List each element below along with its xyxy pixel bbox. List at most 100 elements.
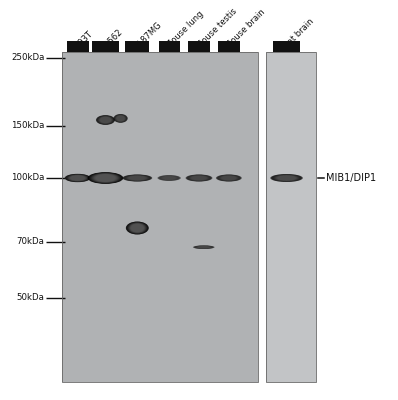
Ellipse shape — [113, 114, 128, 123]
Ellipse shape — [100, 117, 111, 123]
Bar — [273, 41, 300, 52]
Ellipse shape — [185, 174, 213, 182]
Ellipse shape — [98, 116, 113, 124]
Ellipse shape — [194, 246, 214, 249]
Ellipse shape — [158, 175, 180, 181]
Ellipse shape — [193, 246, 214, 249]
Ellipse shape — [125, 175, 149, 181]
Text: 100kDa: 100kDa — [11, 174, 45, 182]
Bar — [159, 41, 179, 52]
Ellipse shape — [95, 174, 116, 182]
Ellipse shape — [99, 116, 112, 124]
Ellipse shape — [126, 175, 148, 181]
Ellipse shape — [196, 246, 211, 248]
Ellipse shape — [129, 223, 146, 233]
Ellipse shape — [220, 176, 237, 180]
Ellipse shape — [114, 114, 127, 123]
Ellipse shape — [162, 176, 176, 180]
Ellipse shape — [127, 175, 148, 181]
Ellipse shape — [65, 174, 90, 182]
Bar — [62, 52, 258, 382]
Text: 293T: 293T — [73, 29, 94, 50]
Text: U-87MG: U-87MG — [133, 20, 163, 50]
Ellipse shape — [197, 246, 210, 248]
Ellipse shape — [129, 223, 145, 233]
Ellipse shape — [68, 175, 87, 181]
Ellipse shape — [273, 175, 300, 181]
Ellipse shape — [64, 174, 91, 182]
Ellipse shape — [66, 174, 89, 182]
Bar — [62, 52, 258, 382]
Ellipse shape — [160, 176, 178, 180]
Ellipse shape — [160, 176, 179, 180]
Ellipse shape — [69, 175, 86, 181]
Ellipse shape — [128, 176, 146, 180]
Ellipse shape — [130, 223, 145, 233]
Ellipse shape — [127, 222, 148, 234]
Ellipse shape — [93, 174, 118, 182]
Ellipse shape — [90, 173, 121, 183]
Ellipse shape — [277, 176, 296, 180]
Ellipse shape — [131, 224, 144, 232]
Ellipse shape — [115, 115, 126, 122]
Ellipse shape — [92, 173, 119, 183]
Ellipse shape — [98, 116, 113, 124]
Text: 50kDa: 50kDa — [17, 294, 45, 302]
Ellipse shape — [117, 116, 125, 121]
Ellipse shape — [195, 246, 213, 249]
Ellipse shape — [186, 174, 212, 182]
Ellipse shape — [115, 115, 126, 122]
Ellipse shape — [115, 114, 127, 122]
Ellipse shape — [122, 174, 152, 182]
Ellipse shape — [97, 116, 114, 124]
Ellipse shape — [273, 174, 300, 182]
Ellipse shape — [88, 172, 123, 184]
Ellipse shape — [271, 174, 302, 182]
Ellipse shape — [221, 176, 236, 180]
Ellipse shape — [127, 222, 148, 234]
Text: K-562: K-562 — [101, 27, 124, 50]
Ellipse shape — [162, 176, 177, 180]
Ellipse shape — [219, 175, 239, 181]
Ellipse shape — [188, 175, 210, 181]
Ellipse shape — [114, 114, 127, 122]
Ellipse shape — [90, 173, 121, 183]
Ellipse shape — [189, 175, 209, 181]
Ellipse shape — [158, 175, 180, 181]
Bar — [125, 41, 149, 52]
Text: 70kDa: 70kDa — [17, 238, 45, 246]
Ellipse shape — [157, 175, 181, 181]
Bar — [67, 41, 89, 52]
Ellipse shape — [70, 175, 85, 181]
Ellipse shape — [123, 174, 152, 182]
Ellipse shape — [187, 175, 211, 181]
Ellipse shape — [131, 224, 144, 232]
Ellipse shape — [88, 172, 123, 184]
Ellipse shape — [196, 246, 212, 249]
Text: Mouse lung: Mouse lung — [165, 9, 205, 50]
Ellipse shape — [274, 175, 299, 181]
Bar — [187, 41, 211, 52]
Bar — [266, 52, 316, 382]
Ellipse shape — [217, 175, 240, 181]
Ellipse shape — [124, 175, 151, 181]
Text: Mouse testis: Mouse testis — [195, 6, 238, 50]
Ellipse shape — [91, 173, 120, 183]
Ellipse shape — [99, 116, 112, 124]
Ellipse shape — [94, 174, 117, 182]
Bar — [218, 41, 240, 52]
Text: MIB1/DIP1: MIB1/DIP1 — [326, 173, 376, 183]
Ellipse shape — [70, 175, 85, 181]
Ellipse shape — [270, 174, 303, 182]
Ellipse shape — [68, 175, 87, 181]
Ellipse shape — [197, 246, 211, 248]
Ellipse shape — [187, 175, 211, 181]
Ellipse shape — [128, 222, 146, 234]
Ellipse shape — [116, 115, 125, 122]
Ellipse shape — [125, 175, 150, 181]
Ellipse shape — [161, 176, 178, 180]
Ellipse shape — [219, 175, 238, 181]
Ellipse shape — [96, 115, 115, 125]
Ellipse shape — [193, 245, 215, 249]
Ellipse shape — [191, 176, 207, 180]
